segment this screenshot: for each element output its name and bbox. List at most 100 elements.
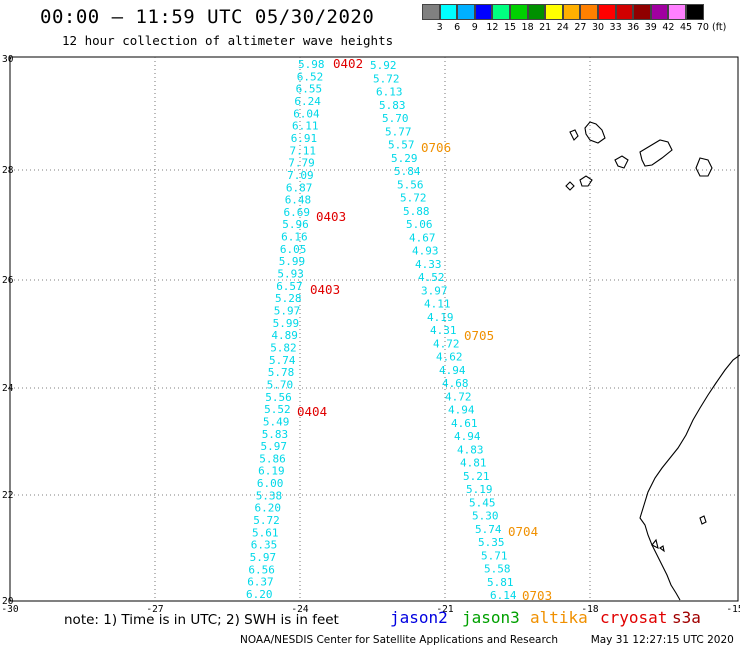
color-swatch-13 (650, 4, 669, 20)
swh-value: 6.13 (376, 86, 403, 99)
swh-value: 4.62 (436, 351, 463, 364)
swh-value: 5.29 (391, 152, 418, 165)
swh-value: 5.19 (466, 483, 493, 496)
color-swatch-4 (492, 4, 510, 20)
color-scale-label: 27 (574, 22, 587, 33)
satellite-jason3: jason3 (462, 608, 520, 627)
swh-value: 6.11 (292, 120, 319, 133)
color-swatch-10 (597, 4, 616, 20)
lon-tick-label: -30 (1, 604, 18, 615)
swh-value: 7.09 (287, 169, 314, 182)
swh-value: 6.91 (291, 132, 318, 145)
swh-value: 5.72 (373, 72, 400, 85)
island-tenerife (639, 139, 673, 167)
satellite-jason2: jason2 (390, 608, 448, 627)
swh-value: 4.81 (460, 457, 487, 470)
swh-value: 5.56 (397, 178, 424, 191)
color-scale-label: 39 (644, 22, 657, 33)
swh-value: 5.99 (279, 255, 306, 268)
swh-value: 5.93 (277, 268, 304, 281)
color-scale-label: 9 (471, 22, 478, 33)
pass-time-label: 0403 (310, 282, 340, 297)
coast-island-tiny (659, 545, 665, 553)
island-la-gomera (614, 155, 629, 169)
swh-value: 5.96 (282, 218, 309, 231)
color-scale-labels: 3 6 9 12 15 18 21 24 27 30 33 36 39 42 45 70 (ft) (422, 22, 740, 34)
swh-value: 5.86 (259, 452, 286, 465)
swh-value: 4.83 (457, 443, 484, 456)
page-title: 00:00 – 11:59 UTC 05/30/2020 (40, 6, 375, 28)
color-swatch-3 (474, 4, 493, 20)
swh-value: 6.20 (246, 588, 273, 601)
swh-value: 6.24 (294, 95, 321, 108)
color-scale-label: 3 (436, 22, 443, 33)
swh-value: 5.97 (261, 440, 288, 453)
swh-value: 6.00 (257, 477, 284, 490)
swh-value: 4.33 (415, 258, 442, 271)
color-swatch-5 (509, 4, 528, 20)
swh-value: 6.55 (296, 83, 323, 96)
swh-value: 6.57 (276, 280, 303, 293)
jason3-track-right: 5.925.726.135.835.705.775.575.295.845.56… (370, 59, 517, 602)
color-swatch-2 (457, 4, 475, 20)
swh-value: 5.97 (274, 305, 301, 318)
swh-value: 6.37 (247, 576, 274, 589)
pass-time-label: 0706 (421, 140, 451, 155)
cape-blanc (651, 538, 659, 550)
page-subtitle: 12 hour collection of altimeter wave hei… (62, 33, 394, 48)
coast-island-small (699, 515, 707, 525)
color-scale-label: 70 (ft) (696, 22, 727, 33)
coastline (565, 121, 740, 601)
swh-value: 5.78 (268, 366, 295, 379)
swh-value: 6.04 (293, 107, 320, 120)
swh-value: 5.49 (263, 415, 290, 428)
lon-tick-label: -24 (291, 604, 308, 615)
island-el-hierro (579, 175, 593, 187)
lon-tick-label: -21 (436, 604, 453, 615)
swh-value: 5.35 (478, 536, 505, 549)
swh-value: 4.94 (439, 364, 466, 377)
swh-value: 3.97 (421, 284, 448, 297)
swh-value: 4.11 (424, 298, 451, 311)
swh-value: 4.19 (427, 311, 454, 324)
lat-lon-grid: -30 -27 -24 -21 -18 -15 30 28 26 24 22 20 (1, 54, 740, 615)
note-text: note: 1) Time is in UTC; 2) SWH is in fe… (64, 612, 339, 628)
color-scale-label: 18 (521, 22, 534, 33)
lat-tick-label: 24 (2, 383, 14, 394)
color-swatch-7 (545, 4, 563, 20)
color-scale-label: 36 (627, 22, 640, 33)
pass-time-label: 0703 (522, 588, 552, 603)
color-scale-label: 15 (503, 22, 517, 33)
swh-value: 5.99 (273, 317, 300, 330)
island-fuerteventura (569, 129, 579, 141)
swh-value: 4.72 (433, 337, 460, 350)
swh-value: 5.30 (472, 510, 499, 523)
map-frame (9, 56, 739, 602)
swh-value: 6.16 (281, 231, 308, 244)
color-scale-label: 12 (486, 22, 499, 33)
swh-value: 5.72 (253, 514, 279, 527)
color-scale-label: 30 (591, 22, 605, 33)
color-swatch-15 (685, 4, 704, 20)
swh-value: 5.83 (379, 99, 406, 112)
swh-value: 6.56 (248, 563, 275, 576)
swh-value: 5.57 (388, 139, 415, 152)
swh-value: 4.94 (454, 430, 481, 443)
satellite-s3a: s3a (672, 608, 701, 627)
swh-value: 7.79 (288, 157, 315, 170)
color-scale-label: 45 (679, 22, 693, 33)
swh-value: 5.97 (250, 551, 277, 564)
swh-value: 5.88 (403, 205, 430, 218)
swh-value: 7.11 (290, 144, 317, 157)
color-swatch-11 (615, 4, 634, 20)
pass-time-label: 0705 (464, 328, 494, 343)
color-scale-label: 33 (609, 22, 622, 33)
swh-value: 5.98 (298, 58, 325, 71)
africa-coast (639, 354, 740, 601)
swh-value: 5.21 (463, 470, 490, 483)
swh-value: 5.71 (481, 549, 508, 562)
swh-value: 4.89 (271, 329, 298, 342)
swh-value: 5.70 (382, 112, 409, 125)
